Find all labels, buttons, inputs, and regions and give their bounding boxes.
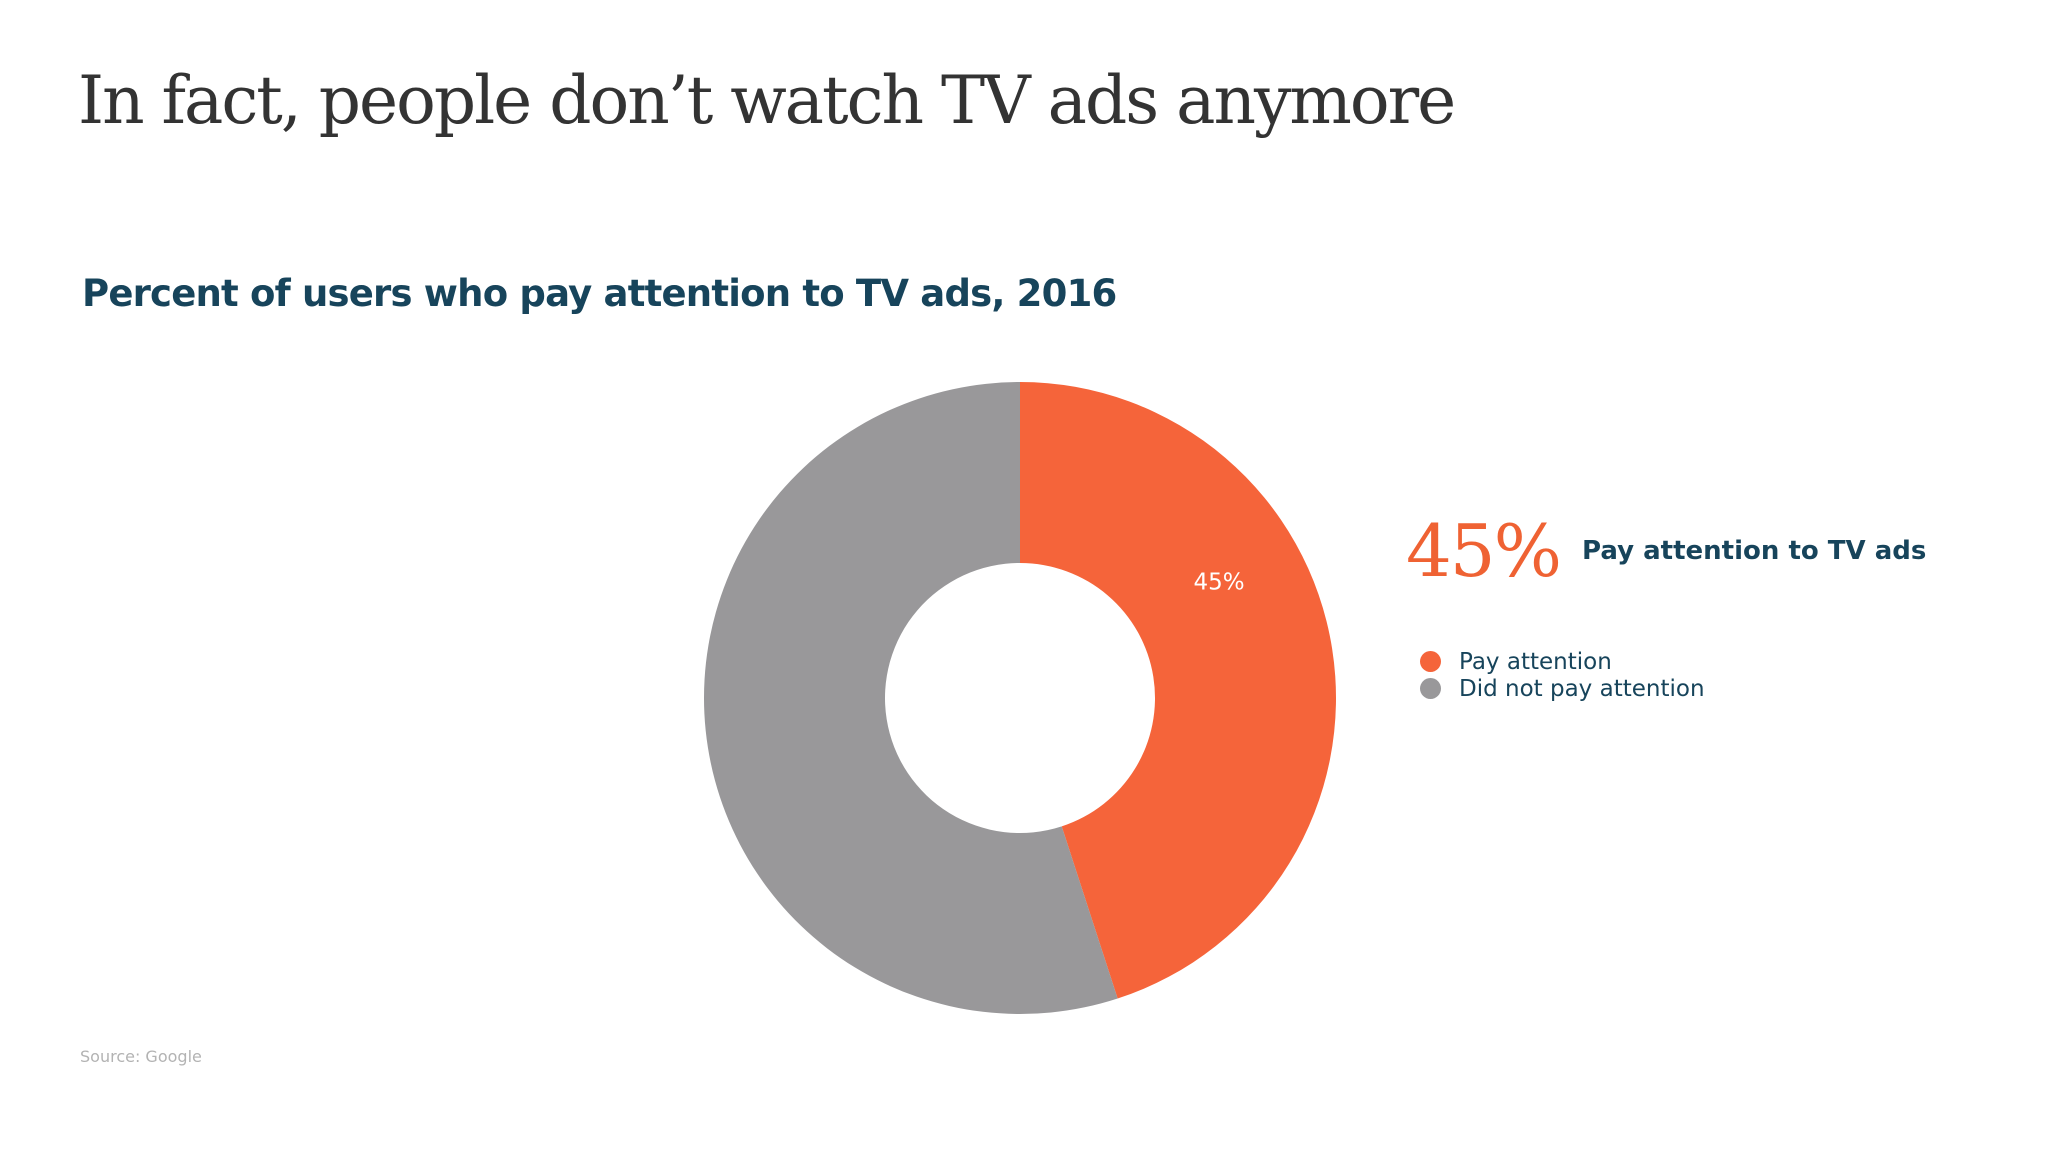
donut-slices — [704, 382, 1336, 1015]
key-stat-value: 45% — [1406, 509, 1562, 593]
slice-pay-attention — [1020, 382, 1336, 999]
slice-data-label: 45% — [1194, 569, 1245, 595]
legend: Pay attention Did not pay attention — [1420, 648, 1705, 702]
legend-item-did-not-pay-attention: Did not pay attention — [1420, 675, 1705, 702]
legend-item-pay-attention: Pay attention — [1420, 648, 1705, 675]
key-stat: 45% Pay attention to TV ads — [1406, 515, 1926, 587]
source-note: Source: Google — [80, 1047, 202, 1066]
legend-swatch-pay-attention — [1420, 651, 1441, 672]
legend-label-did-not-pay-attention: Did not pay attention — [1459, 675, 1705, 702]
slide-title: In fact, people don’t watch TV ads anymo… — [78, 62, 1456, 139]
legend-label-pay-attention: Pay attention — [1459, 648, 1612, 675]
slice-labels: 45% — [1194, 569, 1245, 595]
chart-title: Percent of users who pay attention to TV… — [82, 272, 1117, 315]
key-stat-label: Pay attention to TV ads — [1582, 536, 1927, 566]
donut-chart: 45% — [704, 382, 1336, 1015]
slice-did-not-pay-attention — [704, 382, 1118, 1015]
legend-swatch-did-not-pay-attention — [1420, 678, 1441, 699]
